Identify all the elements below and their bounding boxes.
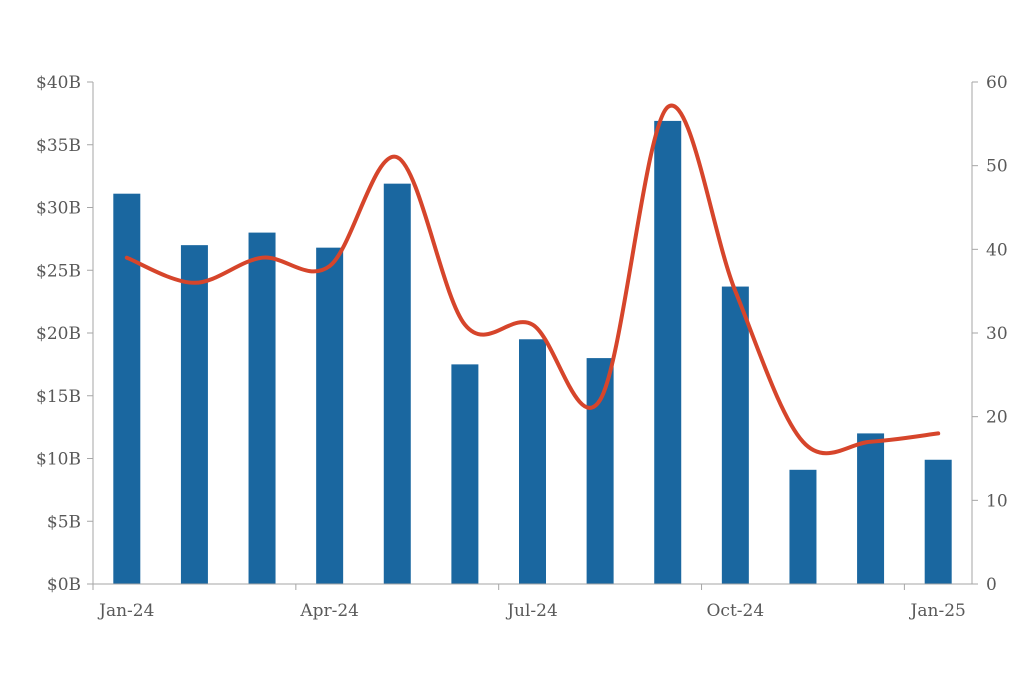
bar-Oct-24 bbox=[721, 286, 749, 584]
bar-Nov-24 bbox=[789, 469, 817, 584]
y-left-tick-label: $40B bbox=[36, 73, 81, 93]
bar-Jun-24 bbox=[451, 364, 479, 584]
y-right-tick-label: 40 bbox=[986, 240, 1008, 260]
x-tick-label: Oct-24 bbox=[707, 601, 765, 621]
y-right-tick-label: 10 bbox=[986, 491, 1008, 511]
y-left-tick-label: $0B bbox=[47, 575, 81, 595]
bar-Jan-25 bbox=[924, 459, 952, 584]
y-right-tick-label: 0 bbox=[986, 575, 997, 595]
bar-Dec-24 bbox=[857, 433, 885, 584]
y-right-tick-label: 20 bbox=[986, 408, 1008, 428]
bar-Jan-24 bbox=[113, 193, 141, 584]
x-tick-label: Jan-24 bbox=[97, 601, 154, 621]
y-right-tick-label: 60 bbox=[986, 73, 1008, 93]
y-left-tick-label: $35B bbox=[36, 136, 81, 156]
bar-series bbox=[113, 120, 952, 584]
x-tick-label: Apr-24 bbox=[299, 601, 359, 621]
line-series bbox=[124, 103, 941, 456]
y-left-tick-label: $10B bbox=[36, 450, 81, 470]
y-right-tick-label: 50 bbox=[986, 157, 1008, 177]
y-left-tick-label: $15B bbox=[36, 387, 81, 407]
y-right-tick-label: 30 bbox=[986, 324, 1008, 344]
bar-Mar-24 bbox=[248, 232, 276, 584]
bar-Sep-24 bbox=[654, 120, 682, 584]
bar-May-24 bbox=[383, 183, 411, 584]
y-left-tick-label: $25B bbox=[36, 261, 81, 281]
bar-Feb-24 bbox=[180, 245, 208, 584]
bar-Apr-24 bbox=[316, 247, 344, 584]
bar-Aug-24 bbox=[586, 358, 614, 584]
y-left-tick-label: $30B bbox=[36, 199, 81, 219]
bar-Jul-24 bbox=[519, 339, 546, 584]
x-tick-label: Jan-25 bbox=[909, 601, 966, 621]
x-tick-label: Jul-24 bbox=[505, 601, 558, 621]
y-left-tick-label: $20B bbox=[36, 324, 81, 344]
axes: $0B $5B $10B $15B $20B $25B $30B $35B $40B 0 10 20 3… bbox=[36, 73, 1008, 621]
y-left-tick-label: $5B bbox=[47, 512, 81, 532]
line-series-path bbox=[124, 103, 941, 456]
